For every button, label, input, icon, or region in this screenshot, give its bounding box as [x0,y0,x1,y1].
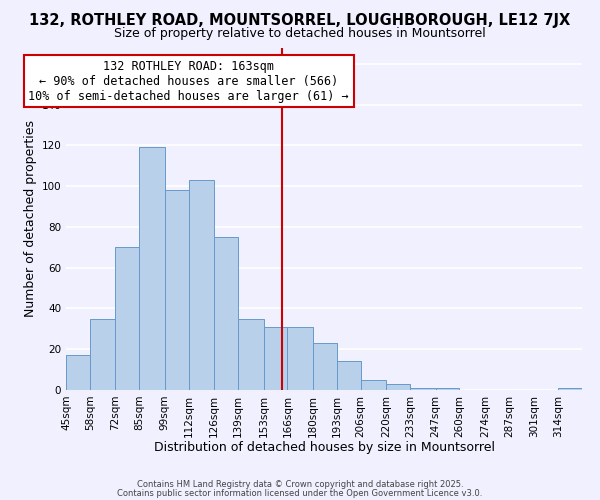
Bar [165,190,188,390]
Bar [558,388,582,390]
Bar [361,380,386,390]
Text: Contains public sector information licensed under the Open Government Licence v3: Contains public sector information licen… [118,488,482,498]
Text: 132, ROTHLEY ROAD, MOUNTSORREL, LOUGHBOROUGH, LE12 7JX: 132, ROTHLEY ROAD, MOUNTSORREL, LOUGHBOR… [29,12,571,28]
Bar [139,148,165,390]
Bar [238,318,263,390]
Bar [188,180,214,390]
Bar [263,327,287,390]
X-axis label: Distribution of detached houses by size in Mountsorrel: Distribution of detached houses by size … [154,441,494,454]
Y-axis label: Number of detached properties: Number of detached properties [24,120,37,318]
Bar [436,388,460,390]
Text: 132 ROTHLEY ROAD: 163sqm
← 90% of detached houses are smaller (566)
10% of semi-: 132 ROTHLEY ROAD: 163sqm ← 90% of detach… [28,60,349,102]
Bar [214,237,238,390]
Bar [90,318,115,390]
Bar [386,384,410,390]
Bar [66,356,90,390]
Bar [410,388,436,390]
Bar [337,362,361,390]
Bar [313,343,337,390]
Text: Contains HM Land Registry data © Crown copyright and database right 2025.: Contains HM Land Registry data © Crown c… [137,480,463,489]
Bar [115,248,139,390]
Bar [287,327,313,390]
Text: Size of property relative to detached houses in Mountsorrel: Size of property relative to detached ho… [114,28,486,40]
